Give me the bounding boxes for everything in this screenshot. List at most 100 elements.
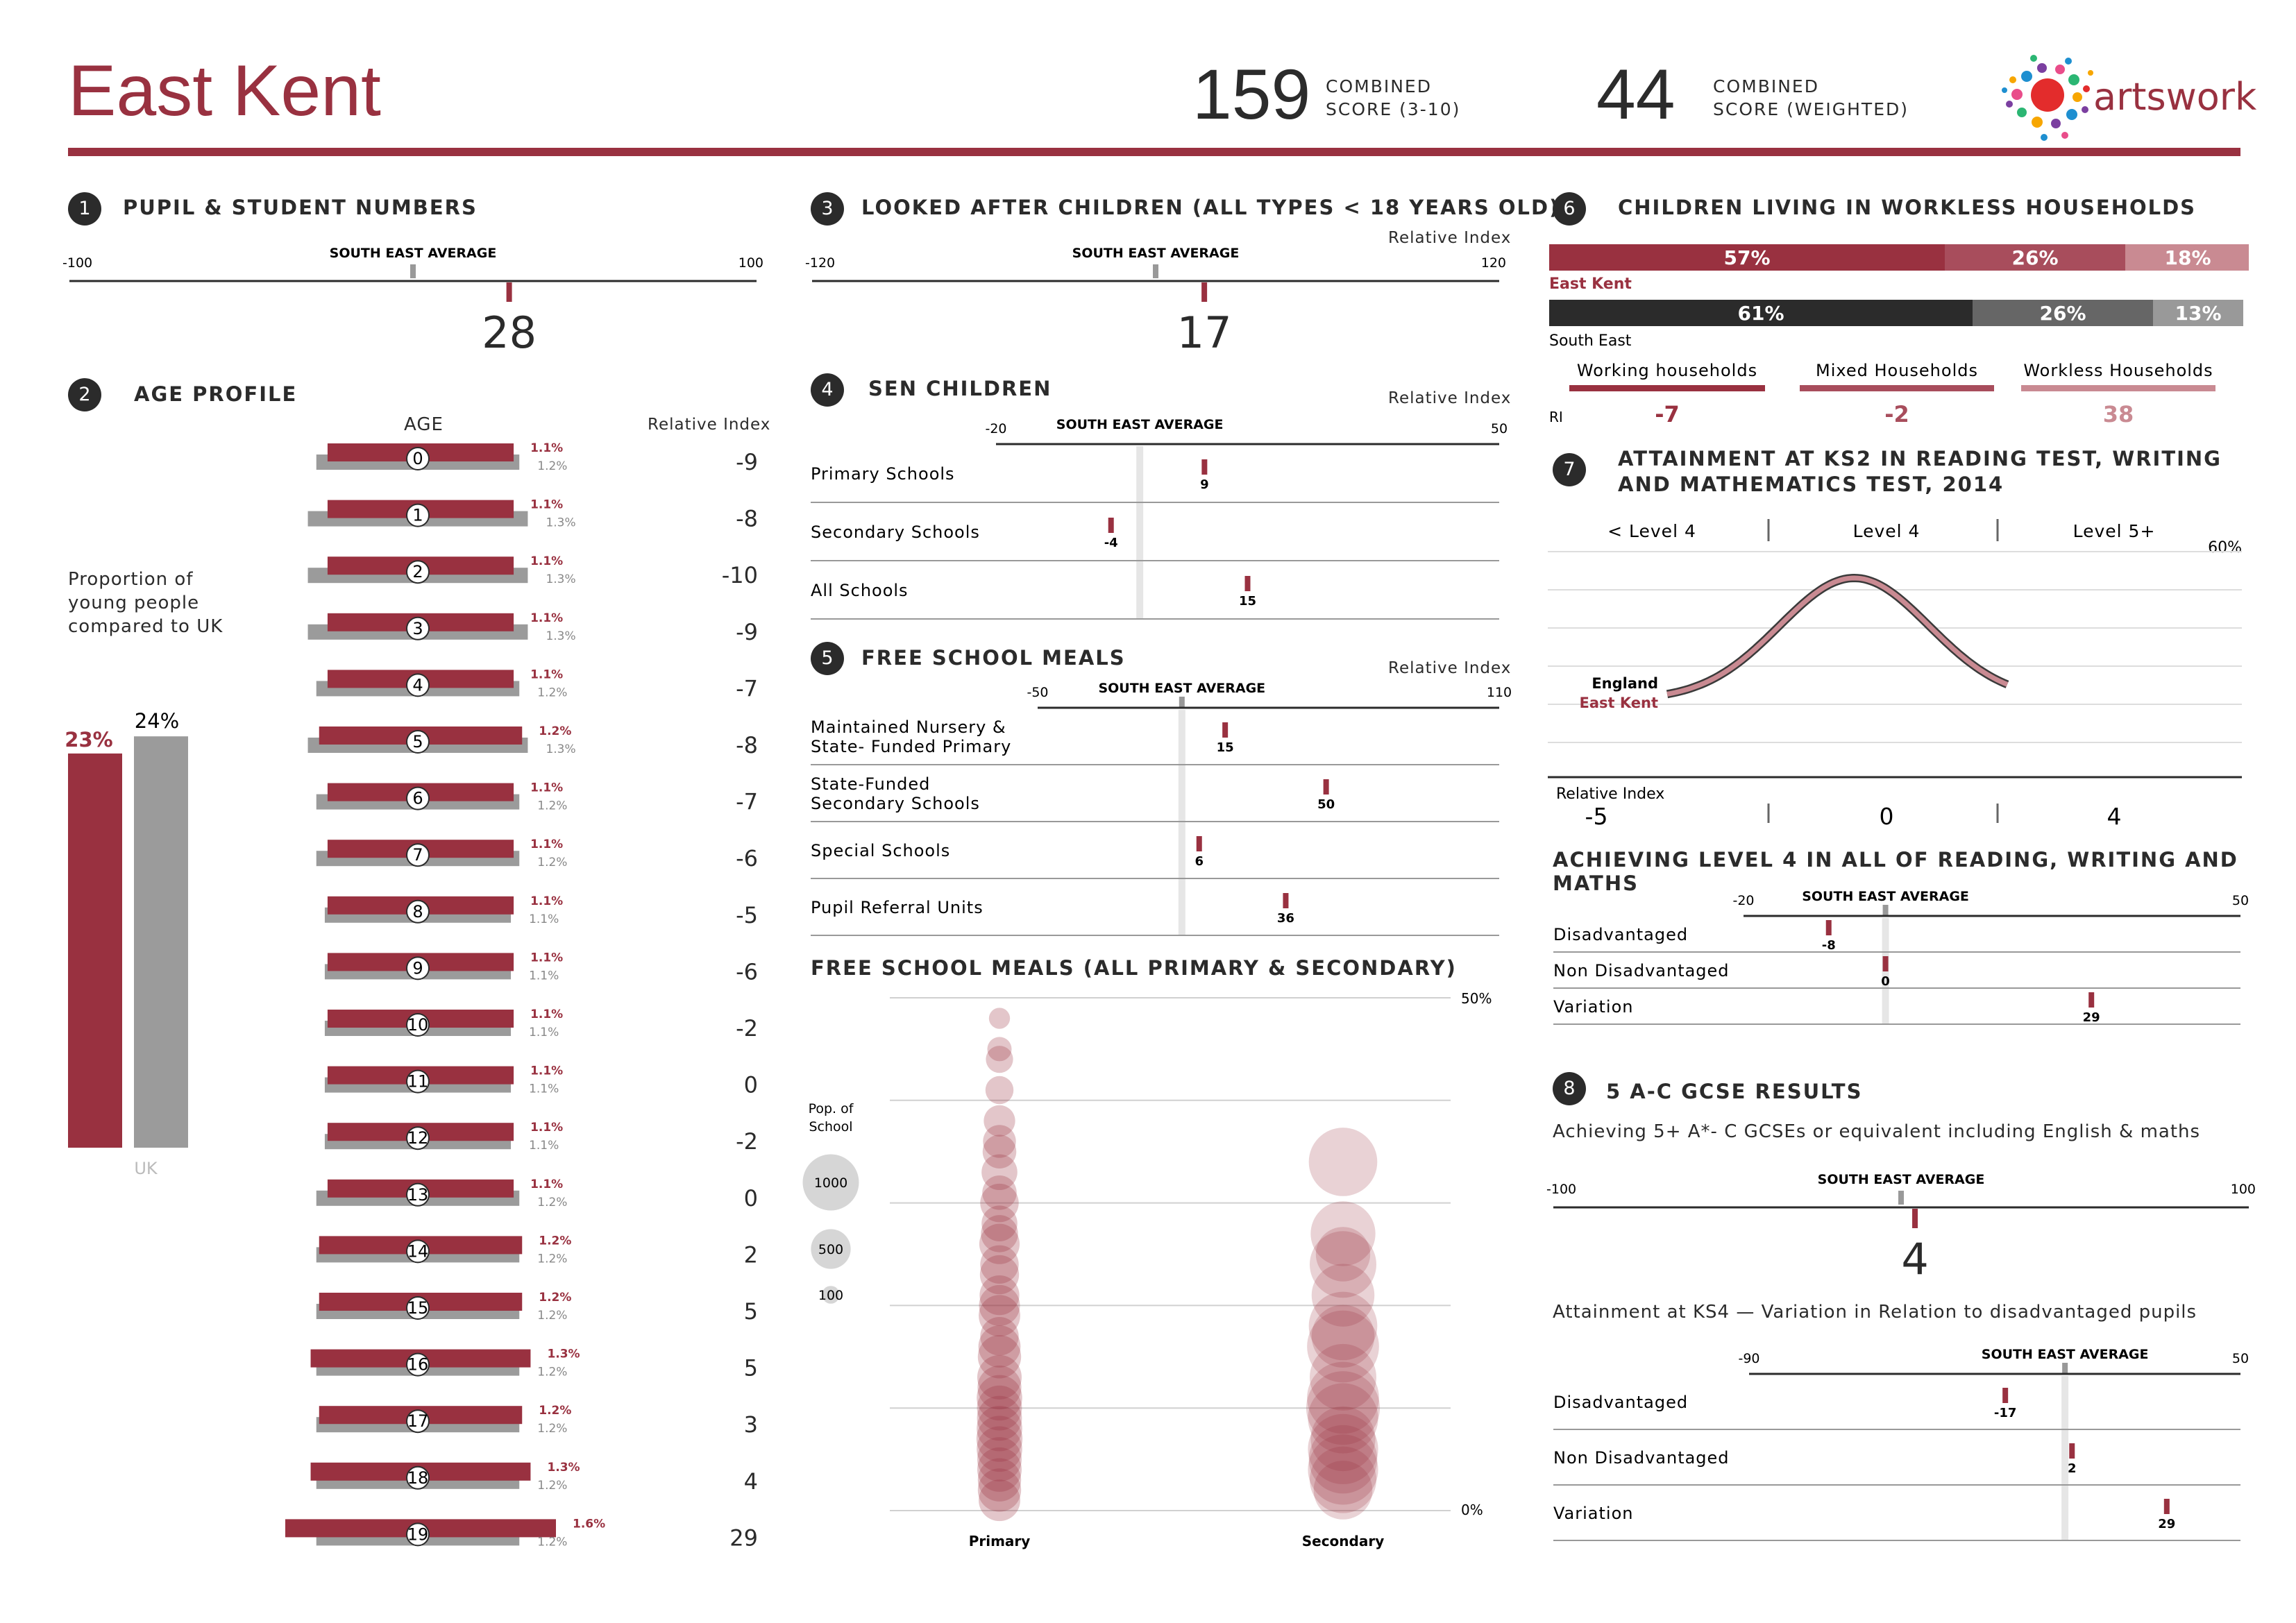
section-number-3: 3 xyxy=(811,192,844,226)
section-title-achieving-l4: ACHIEVING LEVEL 4 IN ALL OF READING, WRI… xyxy=(1553,848,2238,895)
pupils-min-label: -100 xyxy=(62,255,92,271)
age-circle xyxy=(406,843,430,867)
bubble-primary-point xyxy=(982,1175,1017,1210)
age-relative-index: -6 xyxy=(736,845,758,872)
bubble-primary-point xyxy=(981,1205,1018,1241)
bubble-primary-point xyxy=(986,1046,1013,1073)
bubble-secondary-point xyxy=(1315,1227,1371,1282)
age-uk-pct: 1.2% xyxy=(537,686,567,699)
workless-south-east-segment xyxy=(1549,300,1973,326)
age-relative-index: 3 xyxy=(744,1411,758,1438)
young-uk-name: UK xyxy=(134,1159,158,1178)
age-relative-index: -9 xyxy=(736,619,758,645)
bubble-secondary-point xyxy=(1311,1264,1375,1327)
section-number-4: 4 xyxy=(811,373,844,407)
sen-chart: -20 50 SOUTH EAST AVERAGE Primary Schools 9 S… xyxy=(811,417,1508,620)
age-uk-pct: 1.2% xyxy=(537,1196,567,1209)
sen-row-label: Secondary Schools xyxy=(811,522,980,542)
young-uk-label: 24% xyxy=(135,709,179,733)
age-circle xyxy=(406,730,430,754)
bubble-group-label: Secondary xyxy=(1302,1533,1385,1549)
looked-after-value: 17 xyxy=(1177,307,1232,358)
sen-value-label: 9 xyxy=(1200,477,1209,492)
ks4-value-bar xyxy=(2163,1499,2170,1514)
age-label: 3 xyxy=(412,619,423,638)
pop-legend-bubble xyxy=(802,1154,859,1211)
ach-l4-row-label: Non Disadvantaged xyxy=(1553,961,1730,980)
gcse-min-label: -100 xyxy=(1546,1182,1576,1197)
fsm-min-label: -50 xyxy=(1027,685,1048,700)
workless-east-kent-segment xyxy=(1945,244,2125,271)
artswork-logo-icon xyxy=(2002,55,2093,141)
ach-l4-row-label: Variation xyxy=(1553,997,1633,1017)
ks2-ri-value: 0 xyxy=(1880,803,1894,830)
fsm-value-label: 36 xyxy=(1277,911,1294,926)
relative-index-header: Relative Index xyxy=(648,416,771,434)
ks4-min-label: -90 xyxy=(1738,1351,1759,1366)
bubble-secondary-point xyxy=(1311,1305,1375,1368)
pop-legend-bubble xyxy=(822,1286,840,1304)
bubble-primary-point xyxy=(983,1125,1016,1158)
pop-legend-label: 500 xyxy=(818,1242,843,1257)
age-east-kent-pct: 1.1% xyxy=(530,1064,563,1078)
age-circle xyxy=(406,560,430,584)
fsm-ri-label: Relative Index xyxy=(1388,659,1512,677)
bubble-secondary-point xyxy=(1308,1434,1378,1505)
age-east-kent-pct: 1.1% xyxy=(530,1121,563,1135)
section-title-fsm-all: FREE SCHOOL MEALS (ALL PRIMARY & SECONDA… xyxy=(811,956,1457,980)
age-circle xyxy=(406,1522,430,1547)
age-label: 9 xyxy=(412,958,423,978)
age-uk-pct: 1.2% xyxy=(537,1422,567,1436)
ks4-value-label: 29 xyxy=(2158,1517,2175,1531)
age-east-kent-pct: 1.2% xyxy=(539,1291,571,1305)
age-label: 8 xyxy=(412,902,423,921)
combined-score-value: 159 xyxy=(1192,55,1311,134)
sen-value-bar xyxy=(1201,459,1208,475)
age-profile-chart: 0 1.1% 1.2% -9 1 1.1% 1.3% -8 2 1.1% 1.3% -10 3 1.1% 1… xyxy=(285,441,758,1551)
section-title-sen: SEN CHILDREN xyxy=(868,377,1052,400)
header-divider xyxy=(68,148,2240,156)
age-uk-pct: 1.1% xyxy=(529,912,559,926)
ks4-sea-marker xyxy=(2062,1363,2068,1374)
age-east-kent-pct: 1.1% xyxy=(530,441,563,455)
sen-ri-label: Relative Index xyxy=(1388,389,1512,407)
age-east-kent-pct: 1.1% xyxy=(530,554,563,568)
workless-category-underline xyxy=(1800,385,1994,391)
age-circle xyxy=(406,786,430,810)
workless-category-underline xyxy=(2021,385,2215,391)
bubble-primary-point xyxy=(979,1223,1020,1264)
ks2-level-label: < Level 4 xyxy=(1607,521,1696,541)
bubble-primary-point xyxy=(977,1385,1022,1431)
ach-l4-value-bar xyxy=(1825,920,1832,935)
gcse-sea-label: SOUTH EAST AVERAGE xyxy=(1818,1172,1985,1187)
workless-east-kent-segment-label: 18% xyxy=(2164,246,2211,269)
section-title-pupil-numbers: PUPIL & STUDENT NUMBERS xyxy=(123,196,478,219)
ach-l4-sea-label: SOUTH EAST AVERAGE xyxy=(1802,889,1969,904)
fsm-value-bar xyxy=(1222,722,1229,738)
looked-after-sea-marker xyxy=(1153,264,1158,278)
age-relative-index: -2 xyxy=(736,1128,758,1155)
section-title-ks2: ATTAINMENT AT KS2 IN READING TEST, WRITI… xyxy=(1618,446,2222,498)
age-label: 10 xyxy=(407,1015,429,1035)
age-uk-pct: 1.3% xyxy=(546,572,575,586)
bubble-primary-point xyxy=(979,1284,1020,1326)
artswork-logo-text: artswork xyxy=(2093,75,2257,119)
age-circle xyxy=(406,1352,430,1377)
combined-score-label-2: SCORE (3-10) xyxy=(1326,99,1461,119)
bubble-primary-point xyxy=(980,1183,1019,1223)
sen-sea-label: SOUTH EAST AVERAGE xyxy=(1056,417,1224,432)
bubble-primary-point xyxy=(987,1037,1012,1062)
sen-value-bar xyxy=(1244,576,1251,591)
fsm-row-label: Pupil Referral Units xyxy=(811,898,984,917)
pupils-sea-marker xyxy=(410,264,416,278)
workless-ri-value: -2 xyxy=(1884,401,1909,427)
age-label: 4 xyxy=(412,675,423,695)
bubble-secondary-point xyxy=(1306,1371,1381,1445)
age-east-kent-pct: 1.1% xyxy=(530,951,563,965)
fsm-value-bar xyxy=(1323,779,1329,794)
workless-east-kent-name: East Kent xyxy=(1549,275,1632,293)
age-uk-pct: 1.2% xyxy=(537,1252,567,1266)
ks4-row-label: Disadvantaged xyxy=(1553,1393,1688,1412)
looked-after-ri-label: Relative Index xyxy=(1388,229,1512,247)
age-relative-index: -5 xyxy=(736,902,758,928)
